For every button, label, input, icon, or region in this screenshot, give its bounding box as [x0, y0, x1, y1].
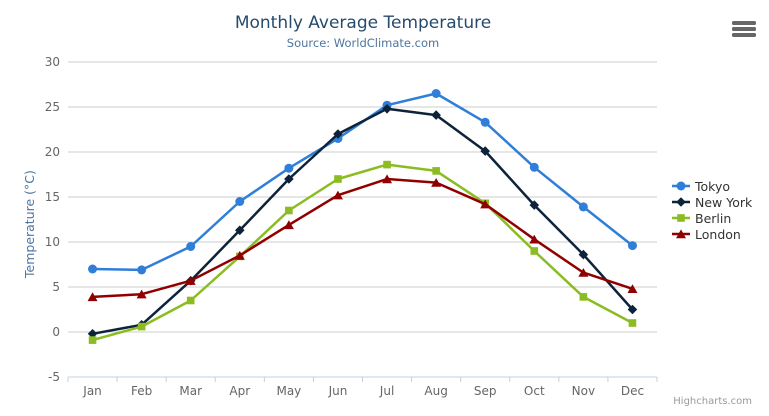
legend: Tokyo New York Berlin London: [672, 178, 752, 242]
svg-text:Sep: Sep: [474, 384, 497, 398]
legend-label: New York: [695, 194, 753, 210]
credits-link[interactable]: Highcharts.com: [673, 396, 752, 407]
tokyo-legend-marker-icon: [672, 181, 690, 191]
legend-label: London: [695, 226, 741, 242]
svg-text:Aug: Aug: [424, 384, 447, 398]
svg-text:0: 0: [52, 325, 60, 339]
svg-text:Oct: Oct: [524, 384, 545, 398]
svg-text:15: 15: [45, 190, 60, 204]
legend-item-new-york[interactable]: New York: [672, 194, 752, 210]
legend-item-london[interactable]: London: [672, 226, 752, 242]
chart-subtitle: Source: WorldClimate.com: [286, 36, 440, 50]
svg-text:25: 25: [45, 100, 60, 114]
svg-text:Nov: Nov: [572, 384, 595, 398]
legend-label: Tokyo: [695, 178, 730, 194]
series-new-york[interactable]: [87, 104, 638, 339]
y-axis-labels: -5 0 5 10 15 20 25 30: [45, 55, 60, 384]
x-axis: Jan Feb Mar Apr May Jun Jul Aug Sep Oct Nov Dec: [67, 376, 658, 398]
legend-item-tokyo[interactable]: Tokyo: [672, 178, 752, 194]
svg-text:Dec: Dec: [621, 384, 644, 398]
svg-text:Apr: Apr: [229, 384, 250, 398]
london-legend-marker-icon: [672, 229, 690, 239]
svg-text:Jun: Jun: [328, 384, 348, 398]
svg-text:-5: -5: [48, 370, 60, 384]
new-york-legend-marker-icon: [672, 197, 690, 207]
svg-text:Jan: Jan: [82, 384, 102, 398]
grid-lines: [68, 61, 657, 378]
legend-item-berlin[interactable]: Berlin: [672, 210, 752, 226]
series-london[interactable]: [87, 174, 638, 302]
series-tokyo[interactable]: [88, 89, 637, 275]
chart-title: Monthly Average Temperature: [234, 13, 492, 33]
svg-text:Mar: Mar: [179, 384, 202, 398]
svg-text:30: 30: [45, 55, 60, 69]
series-berlin[interactable]: [88, 160, 637, 344]
legend-label: Berlin: [695, 210, 732, 226]
export-menu-button[interactable]: [731, 20, 757, 40]
svg-text:20: 20: [45, 145, 60, 159]
svg-text:5: 5: [52, 280, 60, 294]
svg-text:10: 10: [45, 235, 60, 249]
hamburger-menu-icon: [731, 21, 757, 37]
berlin-legend-marker-icon: [672, 214, 690, 222]
y-axis-title: Temperature (°C): [22, 170, 37, 278]
svg-text:Feb: Feb: [131, 384, 152, 398]
svg-text:May: May: [276, 384, 301, 398]
svg-text:Jul: Jul: [379, 384, 394, 398]
